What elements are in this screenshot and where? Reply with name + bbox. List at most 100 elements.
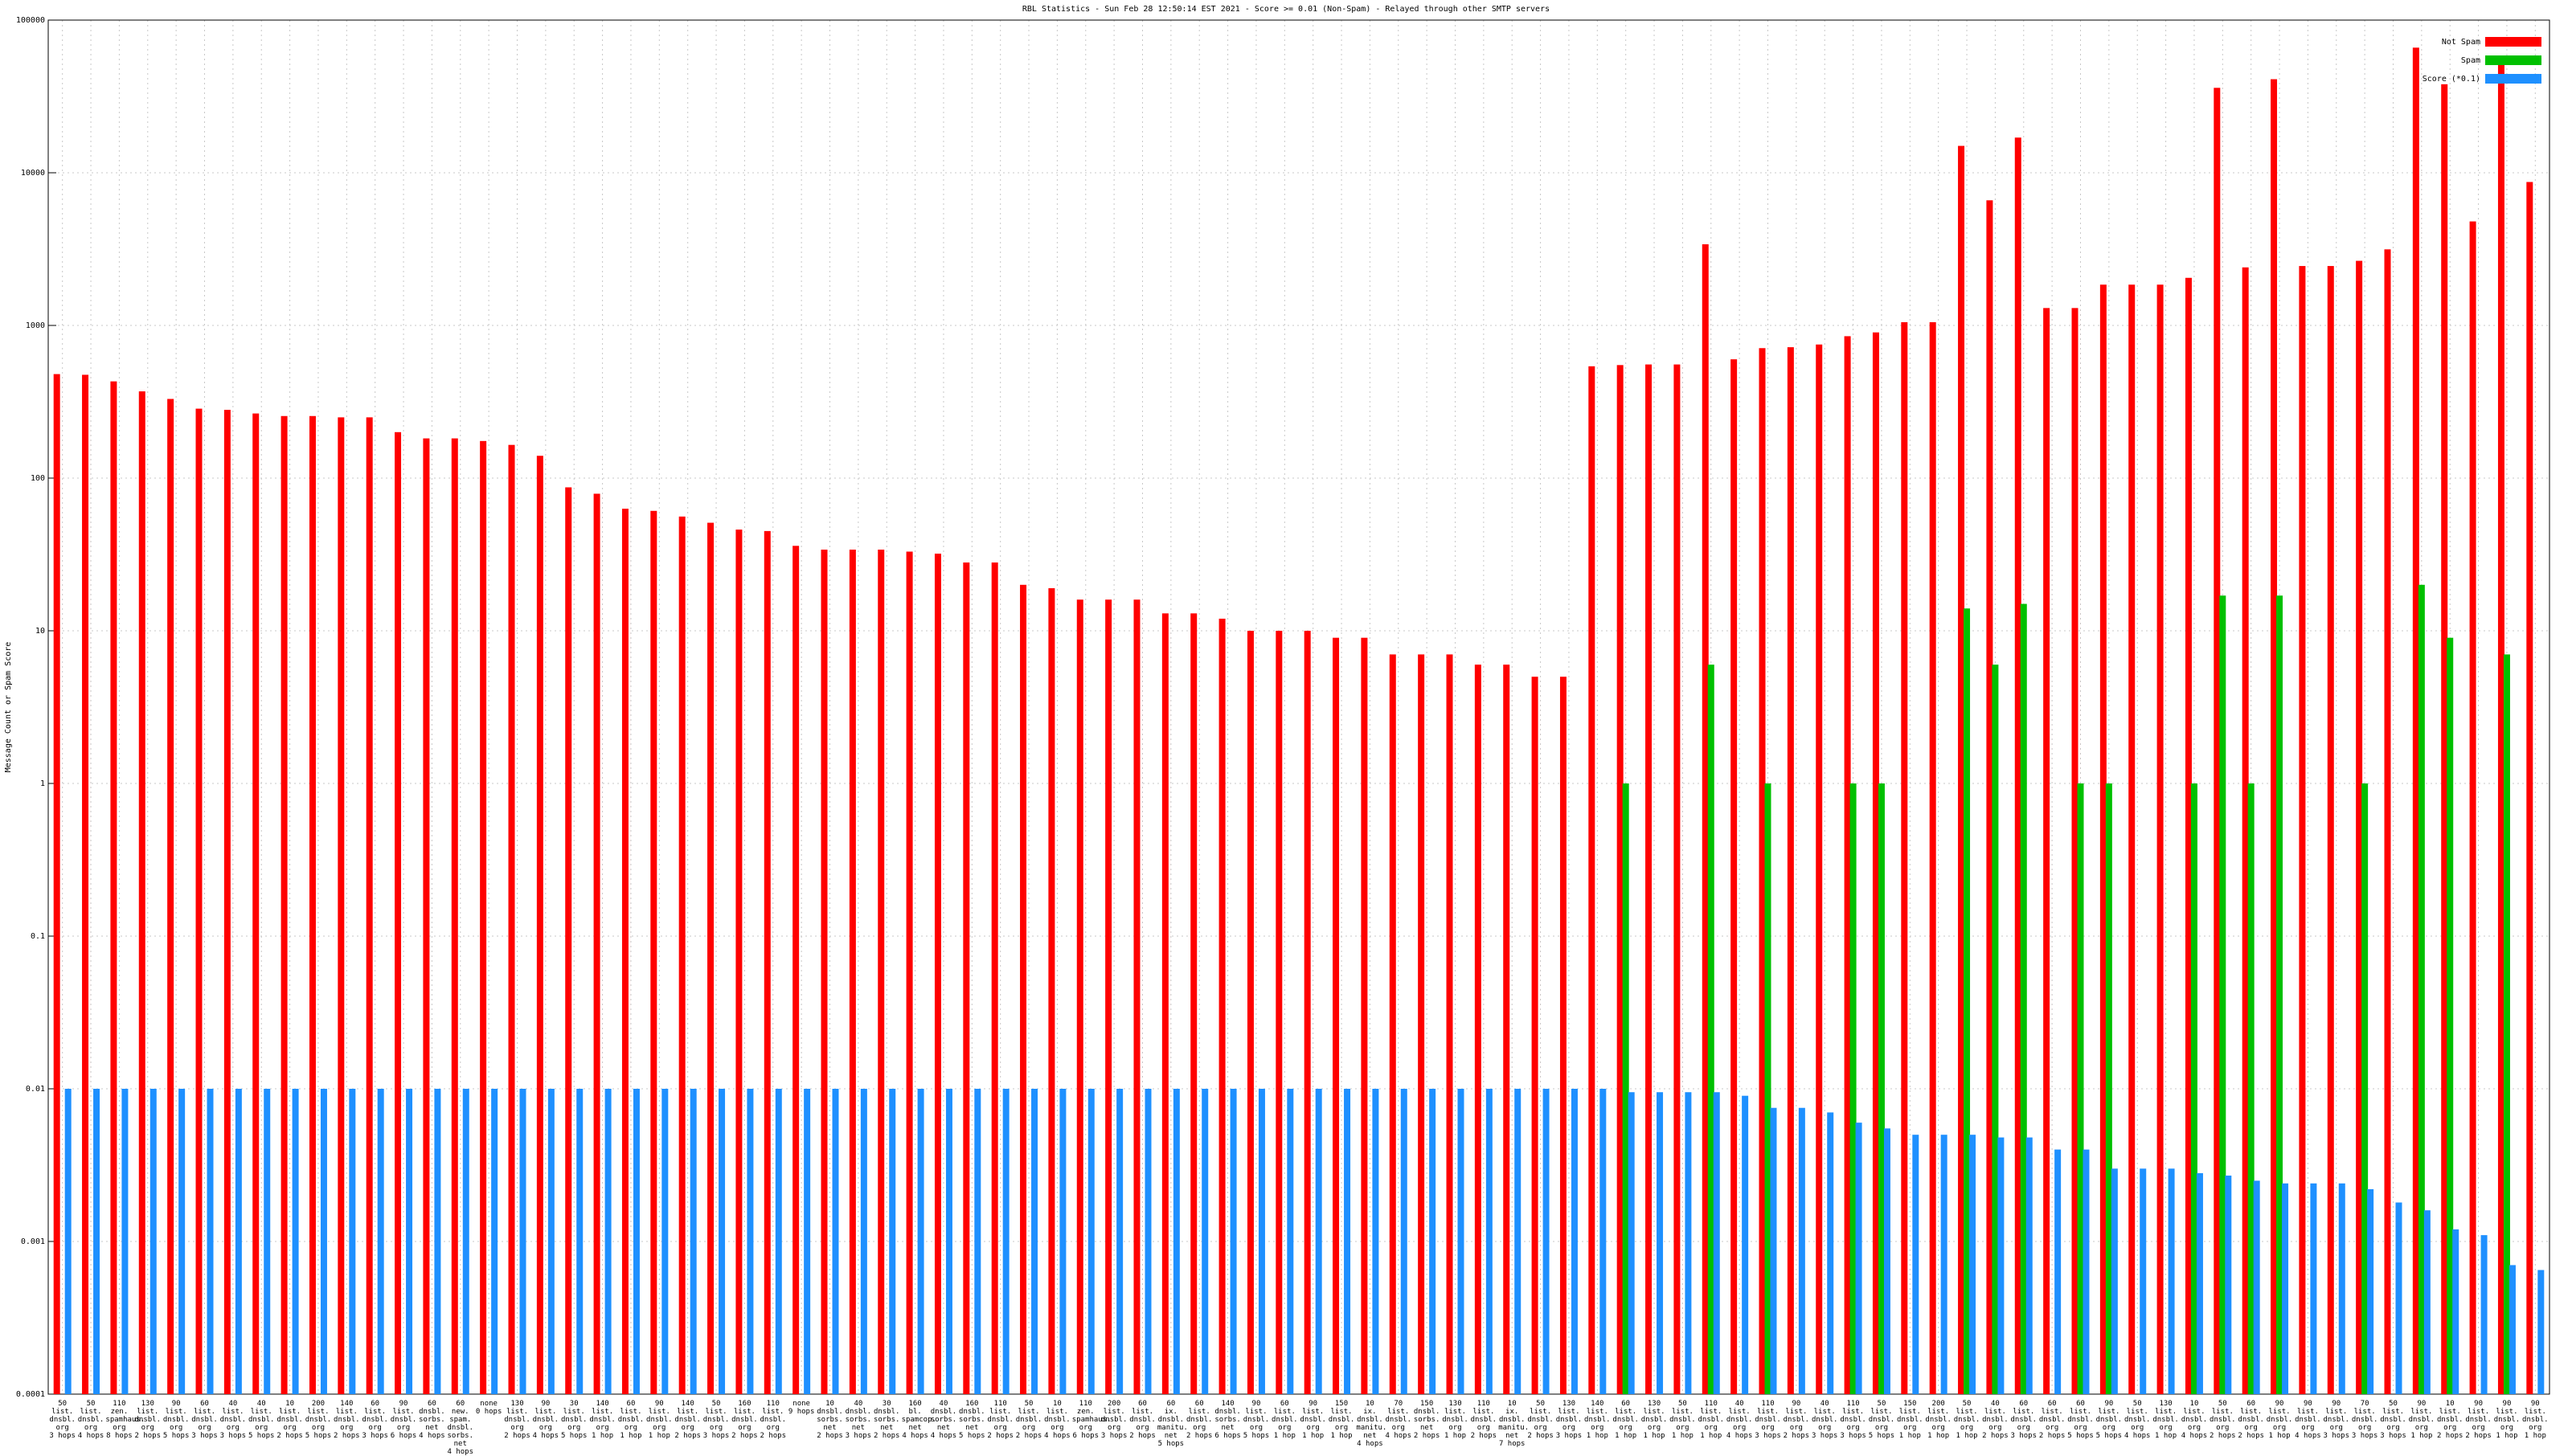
bar: [491, 1089, 498, 1394]
bar: [2384, 249, 2391, 1394]
legend-swatch: [2485, 74, 2541, 84]
bar: [849, 550, 856, 1394]
bar: [1276, 631, 1283, 1394]
bar: [2537, 1270, 2545, 1394]
bar: [252, 413, 260, 1395]
bar: [2282, 1183, 2289, 1394]
bar: [1901, 321, 1908, 1395]
bar: [604, 1089, 612, 1394]
x-tick-label: 140 list. dnsbl. org 1 hop: [589, 1400, 616, 1440]
bar: [2367, 1188, 2374, 1394]
x-tick-label: 140 dnsbl. sorbs. net 6 hops: [1214, 1400, 1241, 1440]
x-tick-label: 90 list. dnsbl. org 1 hop: [1300, 1400, 1326, 1440]
bar: [1958, 145, 1965, 1394]
bar: [2497, 58, 2504, 1395]
bar: [2509, 1265, 2516, 1394]
bar: [2423, 1210, 2431, 1394]
x-tick-label: 40 list. dnsbl. org 2 hops: [1982, 1400, 2009, 1440]
bar: [821, 550, 828, 1394]
legend-swatch: [2485, 37, 2541, 47]
x-tick-label: none 9 hops: [788, 1400, 815, 1416]
x-tick-label: 60 list. dnsbl. org 2 hops: [2038, 1400, 2066, 1440]
x-tick-label: 130 list. dnsbl. org 2 hops: [134, 1400, 162, 1440]
bar: [690, 1089, 697, 1394]
x-tick-label: 90 list. dnsbl. org 4 hops: [2295, 1400, 2321, 1440]
bar: [2099, 284, 2107, 1395]
plot-frame: [47, 19, 2550, 1395]
bar: [775, 1089, 782, 1394]
x-tick-label: 60 dnsbl. sorbs. net 4 hops: [419, 1400, 445, 1440]
x-tick-label: 130 list. dnsbl. org 1 hop: [2152, 1400, 2179, 1440]
bar: [2503, 654, 2510, 1394]
y-tick-label: 1: [40, 779, 45, 788]
bar: [1333, 637, 1340, 1394]
bar: [1673, 364, 1681, 1394]
bar: [860, 1089, 867, 1394]
bar: [1542, 1089, 1550, 1394]
bar: [1361, 637, 1368, 1394]
x-tick-label: 150 dnsbl. sorbs. net 2 hops: [1413, 1400, 1440, 1440]
bar: [2168, 1168, 2175, 1394]
bar: [1986, 200, 1993, 1395]
bar: [2225, 1176, 2232, 1394]
x-tick-label: 60 list. dnsbl. org 2 hops: [2238, 1400, 2264, 1440]
bar: [2196, 1173, 2203, 1394]
bar: [1389, 654, 1396, 1394]
bar: [633, 1089, 640, 1394]
x-tick-label: 110 list. dnsbl. org 2 hops: [760, 1400, 787, 1440]
bar: [974, 1089, 981, 1394]
bar: [519, 1089, 526, 1394]
bar: [1145, 1089, 1152, 1394]
bar: [2361, 783, 2369, 1394]
bar: [1116, 1089, 1124, 1394]
x-tick-label: 70 list. dnsbl. org 3 hops: [2351, 1400, 2378, 1440]
x-tick-label: 60 list. dnsbl. org 5 hops: [2067, 1400, 2094, 1440]
bar: [2083, 1149, 2090, 1394]
bar: [235, 1089, 242, 1394]
legend-label: Score (*0.1): [2423, 75, 2480, 84]
bar: [2219, 595, 2226, 1394]
x-tick-label: 60 ix. dnsbl. manitu. net 5 hops: [1157, 1400, 1188, 1448]
x-tick-label: 50 list. dnsbl. org 3 hops: [702, 1400, 730, 1440]
bar: [2020, 603, 2027, 1394]
x-tick-label: 50 list. dnsbl. org 2 hops: [1015, 1400, 1042, 1440]
bar: [2043, 308, 2050, 1394]
bar: [1048, 588, 1055, 1394]
bar: [2299, 266, 2306, 1394]
y-axis-label: Message Count or Spam Score: [4, 642, 13, 773]
legend-label: Spam: [2461, 56, 2480, 65]
bar: [792, 546, 800, 1395]
bar: [406, 1089, 413, 1394]
x-tick-label: 50 list. dnsbl. org 1 hop: [1953, 1400, 1980, 1440]
bar: [1764, 783, 1771, 1394]
x-tick-label: 60 list. dnsbl. org 1 hop: [1612, 1400, 1639, 1440]
legend-swatch: [2485, 55, 2541, 65]
bar: [1616, 365, 1624, 1395]
bar: [547, 1089, 555, 1394]
x-tick-label: 110 list. dnsbl. org 1 hop: [1698, 1400, 1725, 1440]
bar: [1202, 1089, 1209, 1394]
bar: [1969, 1135, 1976, 1394]
bar: [2310, 1183, 2317, 1394]
bar: [1076, 599, 1083, 1394]
x-tick-label: 50 list. dnsbl. org 4 hops: [2124, 1400, 2151, 1440]
bar: [1964, 608, 1971, 1394]
bar: [735, 530, 743, 1395]
bar: [366, 417, 373, 1395]
bar: [934, 554, 941, 1394]
bar: [2214, 88, 2221, 1395]
bar: [2452, 1229, 2459, 1394]
bar: [678, 516, 686, 1395]
bar: [650, 510, 657, 1394]
x-tick-label: 150 list. dnsbl. org 1 hop: [1897, 1400, 1923, 1440]
bar: [2338, 1183, 2345, 1394]
bar: [2014, 137, 2021, 1394]
bar: [1087, 1089, 1095, 1394]
x-tick-label: 40 dnsbl. sorbs. net 4 hops: [930, 1400, 957, 1440]
x-tick-label: 90 list. dnsbl. org 2 hops: [2465, 1400, 2492, 1440]
x-tick-label: 110 list. dnsbl. org 3 hops: [1755, 1400, 1781, 1440]
x-tick-label: none 0 hops: [475, 1400, 502, 1416]
y-tick-label: 1000: [26, 321, 45, 330]
x-tick-label: 130 list. dnsbl. org 1 hop: [1442, 1400, 1468, 1440]
